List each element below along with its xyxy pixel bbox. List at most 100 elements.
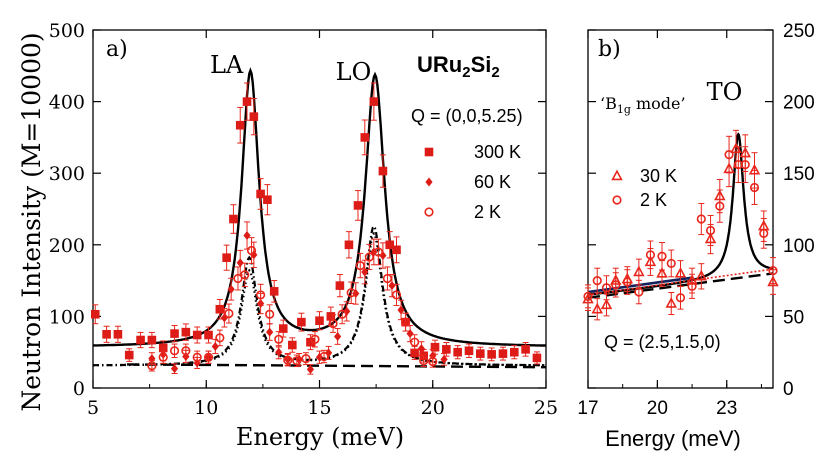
point-2-k-4 (192, 352, 202, 362)
panel-b-legend: 30 K 2 K (611, 166, 677, 210)
y-axis-title: Neutron Intensity (M=10000) (17, 32, 46, 411)
point-30-k-11 (695, 269, 708, 281)
y-tick-label-300: 300 (49, 163, 85, 185)
point-2-k-12 (705, 225, 716, 236)
point-300-k-5 (147, 335, 157, 345)
y-tick-label-0: 0 (73, 378, 85, 400)
point-300-k-17 (256, 189, 265, 199)
point-2-k-19 (328, 318, 338, 329)
point-2-k-14 (724, 149, 734, 160)
y-tick-label-250: 250 (783, 21, 815, 42)
point-2-k-1 (592, 276, 602, 286)
point-30-k-2 (600, 298, 613, 310)
point-300-k-39 (453, 347, 462, 357)
point-2-k-30 (428, 356, 438, 367)
point-2-k-22 (355, 260, 365, 271)
point-2-k-9 (675, 293, 686, 303)
panel-b-ticks (587, 29, 773, 389)
point-legend-2-k-0 (424, 207, 434, 217)
point-2-k-11 (696, 214, 706, 224)
point-2-k-24 (373, 247, 383, 257)
y-tick-label-400: 400 (49, 92, 85, 114)
point-300-k-4 (136, 335, 145, 345)
panel-a-legend: 300 K 60 K 2 K (424, 142, 521, 222)
point-2-k-0 (147, 361, 157, 371)
point-300-k-18 (263, 195, 272, 204)
peak-label-TO: TO (707, 78, 743, 106)
point-300-k-27 (344, 240, 354, 250)
compound-main: URu (417, 52, 462, 77)
point-2-k-18 (759, 228, 769, 238)
point-2-k-2 (169, 346, 180, 356)
y-tick-label-0: 0 (783, 379, 794, 400)
point-300-k-19 (269, 287, 279, 296)
point-2-k-7 (657, 251, 667, 261)
x-tick-label-25: 25 (534, 397, 558, 419)
point-300-k-37 (430, 342, 440, 352)
point-2-k-8 (233, 273, 243, 284)
point-2-k-1 (158, 352, 168, 362)
compound-sub1: 2 (462, 64, 470, 81)
panel-a-x-tick-labels: 5 10 15 20 25 (87, 397, 558, 419)
point-2-k-16 (301, 354, 311, 364)
point-legend-2-k-0 (612, 195, 622, 205)
point-300-k-11 (215, 304, 225, 314)
series-2-k (583, 135, 778, 310)
peak-label-LA: LA (210, 51, 244, 79)
y-tick-label-500: 500 (49, 20, 85, 42)
legend-label-2-k: 2 K (474, 202, 501, 222)
fit-curve-2-k-fit (93, 224, 546, 367)
legend-label-30-k: 30 K (640, 166, 677, 186)
point-2-k-13 (715, 201, 725, 211)
point-30-k-7 (656, 266, 668, 278)
point-2-k-11 (256, 290, 266, 300)
point-2-k-19 (768, 265, 778, 276)
point-60-k-28 (406, 329, 414, 339)
fit-curve-background (126, 363, 547, 369)
x-tick-label-23: 23 (716, 398, 737, 419)
series-2-k (147, 237, 438, 372)
point-300-k-7 (170, 329, 179, 338)
panel-a-data-points (90, 82, 542, 375)
point-60-k-6 (211, 341, 219, 351)
point-2-k-8 (666, 258, 676, 269)
point-300-k-23 (306, 337, 315, 347)
peak-label-LO: LO (336, 58, 372, 86)
point-2-k-25 (382, 273, 393, 284)
point-300-k-28 (353, 201, 363, 210)
y-tick-label-200: 200 (783, 93, 815, 114)
point-2-k-16 (740, 160, 750, 170)
point-300-k-29 (360, 133, 370, 142)
point-300-k-9 (192, 330, 202, 340)
point-300-k-43 (498, 349, 508, 358)
panel-b-label: b) (598, 37, 621, 62)
panel-b: 17 20 23 0 50 100 150 200 250 Energy (meV) b) ‘… (577, 21, 814, 451)
compound-formula: URu2Si2 (417, 52, 500, 81)
legend-label-2-k: 2 K (640, 190, 667, 210)
panel-b-q-label: Q = (2.5,1.5,0) (604, 332, 721, 352)
point-2-k-20 (337, 309, 347, 319)
point-300-k-20 (278, 324, 288, 333)
point-300-k-41 (476, 349, 485, 358)
point-300-k-15 (242, 97, 252, 106)
point-300-k-38 (442, 345, 451, 354)
point-2-k-2 (601, 283, 612, 293)
point-2-k-13 (274, 334, 284, 344)
point-30-k-8 (665, 297, 677, 308)
point-300-k-13 (229, 214, 238, 224)
y-tick-label-50: 50 (783, 307, 804, 328)
point-2-k-7 (224, 308, 234, 319)
point-2-k-9 (240, 270, 250, 280)
panel-a-x-axis-title: Energy (meV) (236, 423, 404, 451)
x-tick-label-5: 5 (87, 397, 99, 419)
point-300-k-16 (249, 112, 259, 121)
point-2-k-5 (634, 287, 644, 297)
y-tick-label-100: 100 (49, 306, 85, 328)
point-300-k-31 (378, 166, 388, 176)
point-2-k-26 (391, 290, 402, 300)
point-60-k-23 (361, 267, 369, 277)
x-tick-label-20: 20 (647, 398, 668, 419)
point-300-k-10 (204, 330, 213, 340)
point-300-k-22 (297, 317, 306, 327)
